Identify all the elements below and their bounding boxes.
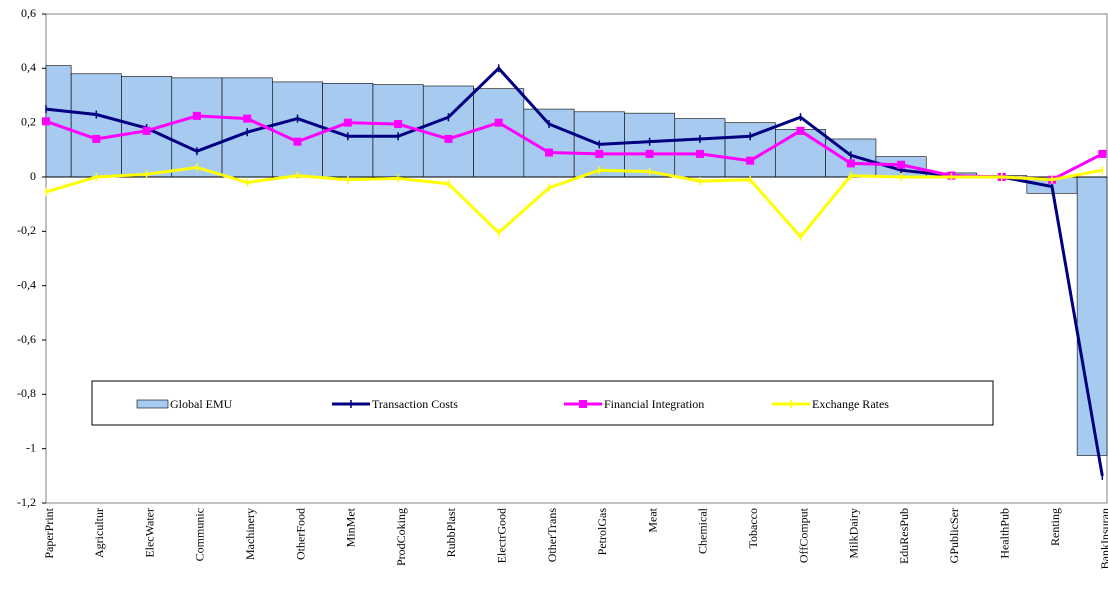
marker xyxy=(695,149,704,158)
marker xyxy=(1098,149,1107,158)
marker xyxy=(545,148,553,157)
marker xyxy=(444,134,453,143)
x-tick-label: Machinery xyxy=(243,508,257,560)
y-tick-label: 0,6 xyxy=(21,6,36,20)
marker xyxy=(293,137,302,146)
marker xyxy=(92,134,101,143)
marker xyxy=(746,156,755,165)
legend-label: Transaction Costs xyxy=(372,397,458,411)
marker xyxy=(42,117,50,126)
x-tick-label: OffComput xyxy=(796,507,810,563)
x-tick-label: OtherTrans xyxy=(545,508,559,563)
bar xyxy=(674,118,726,178)
x-tick-label: ProdCoking xyxy=(394,508,408,566)
x-tick-label: BankInsuran xyxy=(1098,508,1108,569)
marker xyxy=(142,126,151,135)
marker xyxy=(343,118,352,127)
y-tick-label: -0,4 xyxy=(17,277,36,291)
x-tick-label: Agricultur xyxy=(92,508,106,558)
x-tick-label: HealthPub xyxy=(997,508,1011,559)
marker xyxy=(796,126,805,135)
marker xyxy=(595,149,604,158)
y-tick-label: -1,2 xyxy=(17,495,36,509)
legend-marker xyxy=(579,400,587,408)
y-tick-label: 0 xyxy=(30,169,36,183)
legend-label: Financial Integration xyxy=(604,397,704,411)
x-tick-label: GPublicSer xyxy=(947,508,961,563)
x-tick-label: MinMet xyxy=(344,507,358,547)
marker xyxy=(645,149,654,158)
x-tick-label: Communic xyxy=(193,508,207,561)
y-tick-label: -1 xyxy=(26,440,36,454)
x-tick-label: PaperPrint xyxy=(42,507,56,558)
line xyxy=(45,114,1103,182)
bar xyxy=(272,81,323,178)
x-tick-label: MilkDairy xyxy=(847,508,861,559)
marker xyxy=(394,120,403,129)
x-tick-label: Tobacco xyxy=(746,508,760,548)
bar xyxy=(70,73,122,178)
x-tick-label: ElectrGood xyxy=(494,508,508,563)
x-tick-label: OtherFood xyxy=(293,508,307,560)
legend-label: Global EMU xyxy=(170,397,233,411)
x-tick-label: EduResPub xyxy=(897,508,911,564)
y-tick-label: 0,4 xyxy=(21,60,36,74)
x-tick-label: Meat xyxy=(645,507,659,532)
x-tick-label: PetrolGas xyxy=(595,508,609,556)
x-tick-label: Chemical xyxy=(696,507,710,554)
bar xyxy=(322,82,374,178)
marker xyxy=(897,160,906,169)
legend-label: Exchange Rates xyxy=(812,397,889,411)
line xyxy=(45,66,1104,477)
marker xyxy=(192,111,201,120)
x-tick-label: RubbPlast xyxy=(444,507,458,557)
marker xyxy=(494,118,503,127)
marker xyxy=(243,114,252,123)
x-tick-label: ElecWater xyxy=(142,508,156,558)
legend-box xyxy=(91,380,994,426)
marker xyxy=(846,159,855,168)
y-tick-label: -0,6 xyxy=(17,332,36,346)
x-tick-label: Renting xyxy=(1048,508,1062,546)
legend-swatch xyxy=(136,399,169,409)
bar xyxy=(171,77,223,178)
y-tick-label: 0,2 xyxy=(21,114,36,128)
line xyxy=(45,165,1103,240)
y-tick-label: -0,2 xyxy=(17,223,36,237)
y-tick-label: -0,8 xyxy=(17,386,36,400)
bar xyxy=(775,129,826,178)
